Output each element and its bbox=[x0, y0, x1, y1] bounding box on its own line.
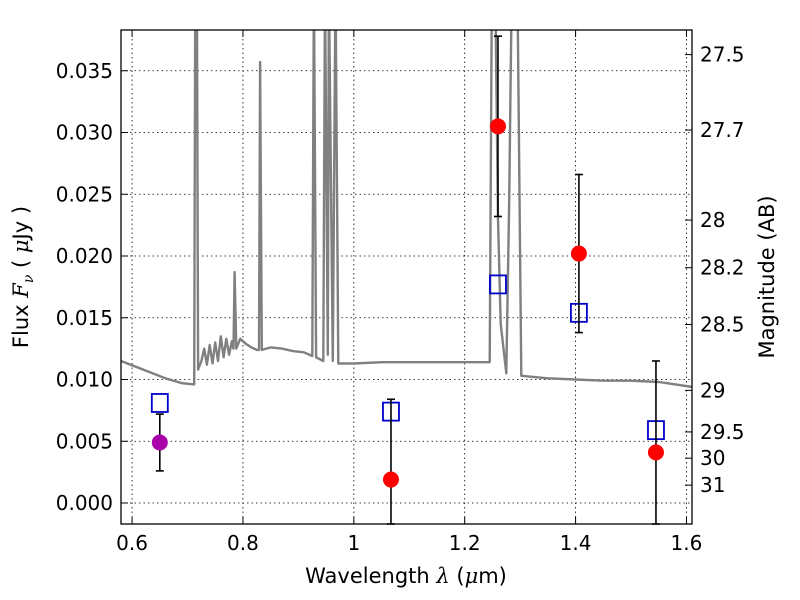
model-spectrum-line bbox=[121, 30, 692, 389]
right-tick-label: 27.5 bbox=[700, 43, 745, 67]
y-tick-label: 0.025 bbox=[56, 182, 113, 206]
x-tick-label: 1 bbox=[347, 531, 360, 555]
measured-point bbox=[570, 245, 587, 262]
y-axis-label: Flux Fν ( μJy ) bbox=[9, 206, 37, 348]
right-tick-label: 31 bbox=[700, 473, 725, 497]
y-tick-label: 0.030 bbox=[56, 121, 113, 145]
model-square-point bbox=[489, 274, 507, 295]
right-tick-label: 28.5 bbox=[700, 312, 745, 336]
model-square-point bbox=[150, 393, 169, 413]
x-tick-label: 0.8 bbox=[227, 531, 259, 555]
measured-point bbox=[489, 118, 506, 135]
axes: 0.6 0.8 1 1.2 1.4 1.6 0.000 0.005 0.010 0.015 0.02… bbox=[56, 30, 745, 555]
right-tick-label: 28.2 bbox=[700, 256, 745, 280]
x-tick-label: 0.6 bbox=[116, 531, 148, 555]
plot-area bbox=[121, 30, 692, 389]
measured-point bbox=[151, 434, 168, 451]
right-axis-label: Magnitude (AB) bbox=[755, 195, 779, 358]
x-axis-label: Wavelength λ (μm) bbox=[305, 564, 507, 588]
measured-point bbox=[647, 444, 664, 461]
y-tick-label: 0.035 bbox=[56, 59, 113, 83]
plot-frame bbox=[120, 29, 693, 525]
x-tick-label: 1.6 bbox=[671, 531, 703, 555]
measured-point bbox=[382, 471, 399, 488]
data-markers bbox=[150, 35, 665, 525]
y-tick-label: 0.005 bbox=[56, 429, 113, 453]
right-tick-label: 29 bbox=[700, 378, 725, 402]
right-tick-label: 29.5 bbox=[700, 420, 745, 444]
y-tick-label: 0.010 bbox=[56, 368, 113, 392]
right-tick-label: 27.7 bbox=[700, 118, 745, 142]
y-tick-label: 0.020 bbox=[56, 244, 113, 268]
right-tick-label: 30 bbox=[700, 446, 725, 470]
y-tick-label: 0.000 bbox=[56, 491, 113, 515]
grid bbox=[121, 30, 692, 524]
x-tick-label: 1.2 bbox=[449, 531, 481, 555]
y-tick-label: 0.015 bbox=[56, 306, 113, 330]
right-tick-label: 28 bbox=[700, 208, 725, 232]
x-tick-label: 1.4 bbox=[560, 531, 592, 555]
